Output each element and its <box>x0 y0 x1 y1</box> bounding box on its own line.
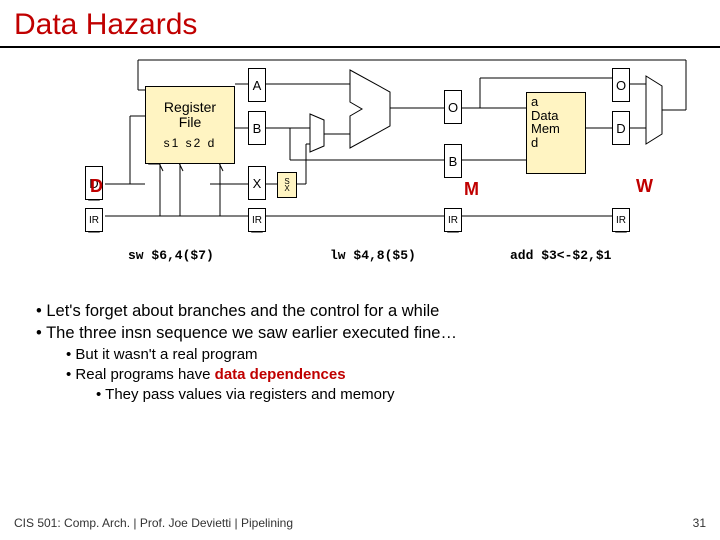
data-memory: a Data Mem d <box>526 92 586 174</box>
latch-IR3: IR <box>612 208 630 232</box>
latch-B: B <box>248 111 266 145</box>
stage-label-D: D <box>90 176 103 197</box>
title-rule <box>0 46 720 48</box>
insn-3: add $3<-$2,$1 <box>510 248 611 263</box>
dmem-a: a <box>531 95 538 109</box>
subbullet-1: But it wasn't a real program <box>66 345 684 365</box>
latch-D: D <box>612 111 630 145</box>
latch-O2: O <box>612 68 630 102</box>
dmem-n2: Mem <box>531 122 560 136</box>
page-number: 31 <box>693 516 706 530</box>
latch-B2: B <box>444 144 462 178</box>
bullet-1: Let's forget about branches and the cont… <box>36 300 684 322</box>
footer-left: CIS 501: Comp. Arch. | Prof. Joe Deviett… <box>14 516 293 530</box>
subbullet-2a: Real programs have <box>75 366 214 383</box>
latch-O: O <box>444 90 462 124</box>
register-file: Register File s1 s2 d <box>145 86 235 164</box>
regfile-ports: s1 s2 d <box>164 137 217 150</box>
sx-l2: X <box>284 185 289 192</box>
slide-footer: CIS 501: Comp. Arch. | Prof. Joe Deviett… <box>14 516 706 530</box>
sign-extend: S X <box>277 172 297 198</box>
regfile-l1: Register <box>164 100 216 115</box>
insn-2: lw $4,8($5) <box>330 248 416 263</box>
subbullet-2: Real programs have data dependences <box>66 365 684 385</box>
latch-IR2: IR <box>444 208 462 232</box>
latch-IR0: IR <box>85 208 103 232</box>
slide-title: Data Hazards <box>0 0 720 46</box>
stage-label-M: M <box>464 179 479 200</box>
latch-X: X <box>248 166 266 200</box>
dmem-d: d <box>531 136 538 150</box>
insn-1: sw $6,4($7) <box>128 248 214 263</box>
dmem-n1: Data <box>531 109 558 123</box>
subbullet-2b: data dependences <box>215 366 346 383</box>
regfile-l2: File <box>179 115 202 130</box>
latch-IR1: IR <box>248 208 266 232</box>
latch-A: A <box>248 68 266 102</box>
bullet-2: The three insn sequence we saw earlier e… <box>36 322 684 344</box>
pipeline-diagram: Register File s1 s2 d D IR A B X IR S X … <box>10 56 710 286</box>
bullet-list: Let's forget about branches and the cont… <box>0 286 720 405</box>
stage-label-W: W <box>636 176 653 197</box>
subsubbullet-1: They pass values via registers and memor… <box>96 385 684 405</box>
